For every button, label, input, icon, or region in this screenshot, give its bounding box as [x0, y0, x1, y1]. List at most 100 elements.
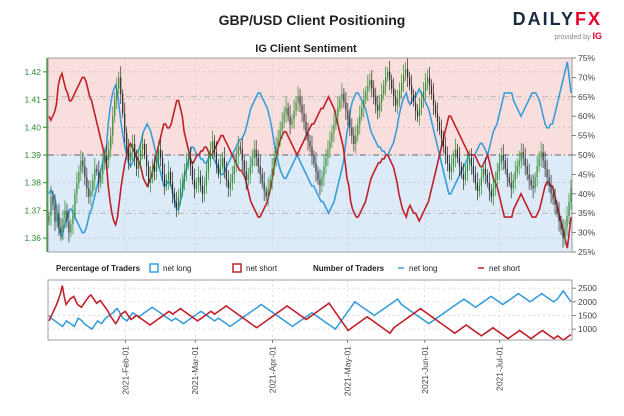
- candle-body: [512, 179, 514, 189]
- legend-group-percentage: Percentage of Traders: [56, 264, 141, 273]
- candle-body: [148, 166, 150, 183]
- candle-body: [261, 174, 263, 183]
- candle-body: [225, 168, 227, 180]
- candle-body: [442, 138, 445, 147]
- candle-body: [405, 69, 407, 75]
- candle-body: [514, 171, 516, 180]
- candle-body: [181, 182, 184, 189]
- candle-body: [409, 77, 411, 86]
- candle-body: [76, 182, 78, 194]
- candle-body: [510, 182, 512, 189]
- candle-body: [82, 160, 84, 167]
- candle-body: [343, 94, 345, 103]
- candle-body: [355, 135, 357, 144]
- candle-body: [460, 166, 463, 175]
- candle-body: [96, 168, 98, 172]
- candle-body: [165, 179, 168, 186]
- candle-body: [207, 160, 209, 172]
- pct-tick-label: 40%: [578, 189, 595, 199]
- candle-body: [48, 215, 50, 222]
- candle-body: [456, 149, 459, 158]
- candle-body: [341, 94, 343, 100]
- candle-body: [118, 77, 120, 89]
- candle-body: [520, 152, 522, 161]
- candle-body: [173, 193, 176, 203]
- candle-body: [153, 166, 156, 172]
- candle-body: [468, 157, 470, 164]
- candle-body: [498, 163, 500, 172]
- candle-body: [315, 163, 317, 172]
- candle-body: [64, 210, 66, 219]
- candle-body: [136, 157, 138, 169]
- candle-body: [175, 202, 178, 208]
- candle-body: [516, 166, 518, 172]
- candle-body: [438, 121, 441, 131]
- candle-body: [80, 160, 82, 172]
- candle-body: [112, 116, 114, 136]
- candle-body: [275, 146, 277, 158]
- candle-body: [558, 213, 560, 222]
- candle-body: [299, 96, 301, 106]
- candle-body: [466, 163, 468, 172]
- candle-body: [209, 149, 211, 161]
- candle-body: [305, 121, 307, 133]
- candle-body: [171, 182, 174, 194]
- candle-body: [335, 116, 337, 125]
- candle-body: [407, 69, 409, 78]
- candle-body: [488, 182, 490, 192]
- legend-label-num-long: net long: [409, 264, 437, 273]
- candle-body: [492, 188, 494, 197]
- candle-body: [243, 160, 245, 172]
- candle-body: [377, 105, 379, 111]
- candle-body: [420, 99, 423, 108]
- candle-body: [506, 168, 508, 178]
- count-tick-label: 1000: [578, 324, 597, 334]
- candle-body: [281, 121, 283, 131]
- candle-body: [58, 213, 60, 228]
- candle-body: [448, 163, 451, 172]
- candle-body: [331, 132, 333, 142]
- candle-body: [416, 110, 419, 117]
- candle-body: [191, 166, 194, 180]
- line-count-net-short: [48, 285, 572, 341]
- candle-body: [424, 82, 427, 92]
- candle-body: [500, 155, 502, 164]
- candle-body: [339, 99, 341, 108]
- candle-body: [235, 155, 237, 167]
- candle-body: [365, 91, 367, 100]
- candle-body: [472, 166, 474, 175]
- candle-body: [464, 171, 467, 180]
- candle-body: [544, 160, 546, 169]
- pct-tick-label: 45%: [578, 169, 595, 179]
- candle-body: [560, 221, 562, 230]
- candle-body: [359, 116, 361, 125]
- candle-body: [371, 80, 373, 89]
- candle-body: [285, 107, 287, 114]
- brand-sponsor: IG: [592, 31, 602, 41]
- legend-label-pct-short: net short: [246, 264, 278, 273]
- legend-label-num-short: net short: [489, 264, 521, 273]
- candle-body: [205, 171, 207, 186]
- candle-body: [106, 155, 108, 161]
- candle-body: [203, 185, 206, 194]
- candle-body: [496, 171, 498, 180]
- count-tick-label: 1500: [578, 310, 597, 320]
- candle-body: [538, 157, 540, 167]
- candle-body: [110, 135, 112, 150]
- pct-tick-label: 70%: [578, 72, 595, 82]
- brand-logo: DAILYFX provided by IG: [506, 9, 602, 43]
- candle-body: [231, 174, 233, 183]
- candle-body: [130, 152, 132, 161]
- candle-body: [379, 102, 381, 111]
- candle-body: [458, 157, 461, 167]
- candle-body: [414, 102, 417, 111]
- candle-body: [116, 88, 118, 100]
- candle-body: [211, 141, 213, 150]
- candle-body: [387, 71, 389, 78]
- candle-body: [482, 168, 484, 178]
- candle-body: [311, 146, 313, 155]
- candle-body: [273, 157, 275, 169]
- candle-body: [56, 213, 58, 222]
- candle-body: [189, 157, 192, 167]
- date-tick-label: 2021-Jun-01: [420, 346, 430, 394]
